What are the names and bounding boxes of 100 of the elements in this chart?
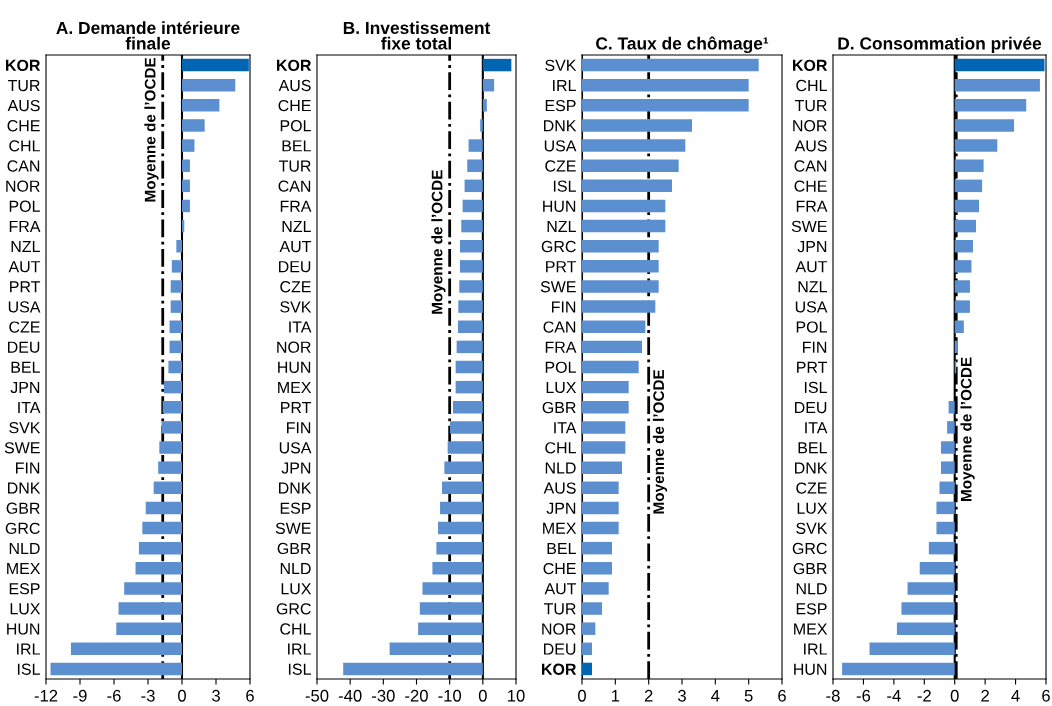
bar (169, 340, 182, 354)
y-tick-label: NOR (277, 341, 311, 353)
y-tick-label: NLD (280, 563, 311, 575)
bar (450, 421, 483, 434)
y-tick-label: KOR (542, 663, 577, 675)
bar (482, 99, 487, 112)
bar (947, 421, 955, 434)
bar (343, 662, 483, 676)
y-tick-label: CHL (9, 140, 40, 152)
bar (442, 481, 483, 495)
y-tick-label: USA (8, 301, 41, 313)
bar (582, 179, 672, 193)
x-tick-label: 0 (950, 689, 959, 702)
bar (928, 541, 955, 555)
bar (954, 239, 973, 253)
bar (422, 582, 483, 595)
x-tick-label: -40 (338, 689, 362, 702)
y-tick-label: AUS (7, 99, 40, 112)
x-tick-label: 6 (1042, 689, 1050, 702)
bar (582, 642, 592, 656)
y-tick-label: CHE (794, 180, 827, 192)
y-tick-label: DEU (795, 402, 827, 414)
bar (582, 340, 642, 354)
x-tick-label: -10 (438, 689, 462, 702)
y-tick-label: DNK (544, 120, 577, 132)
y-tick-label: TUR (543, 603, 576, 615)
y-tick-label: CHL (280, 623, 311, 635)
bar (954, 260, 972, 273)
y-tick-label: CHL (545, 442, 576, 454)
x-tick-label: 10 (508, 689, 525, 702)
y-tick-label: FIN (803, 341, 827, 353)
bar (182, 99, 220, 112)
bar (582, 481, 619, 495)
bar (936, 501, 955, 515)
y-tick-label: ESP (9, 583, 40, 595)
y-tick-label: GBR (6, 502, 40, 514)
bar (419, 602, 483, 615)
chart-title: D. Consommation privée (838, 36, 1042, 54)
bar (182, 119, 205, 132)
bar (464, 179, 483, 193)
bar (582, 139, 686, 152)
y-tick-label: JPN (546, 502, 576, 514)
bar (954, 78, 1040, 92)
bar (582, 562, 612, 575)
x-tick-label: -6 (856, 689, 871, 702)
bar (582, 300, 656, 313)
y-tick-label: GBR (542, 401, 576, 414)
ref-line-label: Moyenne de l’OCDE (960, 357, 975, 501)
chart-title: C. Taux de chômage¹ (596, 36, 769, 54)
y-tick-label: CHE (278, 99, 311, 112)
y-tick-label: IRL (804, 643, 827, 655)
y-tick-label: HUN (794, 663, 827, 675)
bar (158, 461, 182, 474)
bar (954, 119, 1015, 132)
y-tick-label: ITA (289, 321, 312, 333)
x-tick-label: 4 (711, 690, 720, 702)
bar (456, 340, 483, 354)
y-tick-label: NOR (6, 180, 40, 192)
bar (901, 602, 955, 615)
bar (142, 521, 182, 535)
y-tick-label: SWE (4, 442, 40, 454)
y-tick-label: NZL (547, 220, 576, 232)
y-tick-label: BEL (798, 442, 827, 454)
bar (941, 461, 955, 474)
bar (447, 441, 483, 454)
y-tick-label: KOR (277, 59, 312, 72)
x-tick-label: -30 (372, 689, 395, 702)
y-tick-label: DNK (8, 482, 41, 494)
y-tick-label: SVK (280, 301, 312, 313)
y-tick-label: AUS (794, 140, 827, 152)
y-tick-label: ISL (553, 180, 576, 192)
y-tick-label: ESP (280, 502, 311, 514)
y-tick-label: HUN (543, 200, 576, 212)
y-tick-label: KOR (793, 59, 828, 72)
y-tick-label: FIN (287, 422, 311, 434)
y-tick-label: BEL (282, 140, 311, 152)
y-tick-label: NLD (9, 542, 40, 554)
bar (432, 562, 483, 575)
y-tick-label: CZE (545, 160, 576, 172)
bar (582, 219, 666, 233)
bar (124, 582, 182, 595)
y-tick-label: MEX (278, 381, 312, 393)
bar (869, 642, 955, 656)
y-tick-label: NLD (796, 583, 827, 595)
y-tick-label: ISL (288, 663, 311, 675)
bar (455, 360, 483, 374)
bar (582, 602, 602, 615)
bar (458, 300, 483, 313)
y-tick-label: IRL (288, 643, 311, 655)
bar (582, 521, 619, 535)
bar (461, 219, 483, 233)
bar (954, 219, 977, 233)
y-tick-label: LUX (281, 583, 312, 595)
bar (452, 401, 483, 414)
bar (954, 340, 958, 354)
y-tick-label: ISL (804, 381, 827, 394)
y-tick-label: DEU (8, 341, 40, 353)
y-tick-label: GBR (277, 542, 311, 555)
y-tick-label: BEL (547, 542, 576, 554)
bar (582, 541, 612, 555)
